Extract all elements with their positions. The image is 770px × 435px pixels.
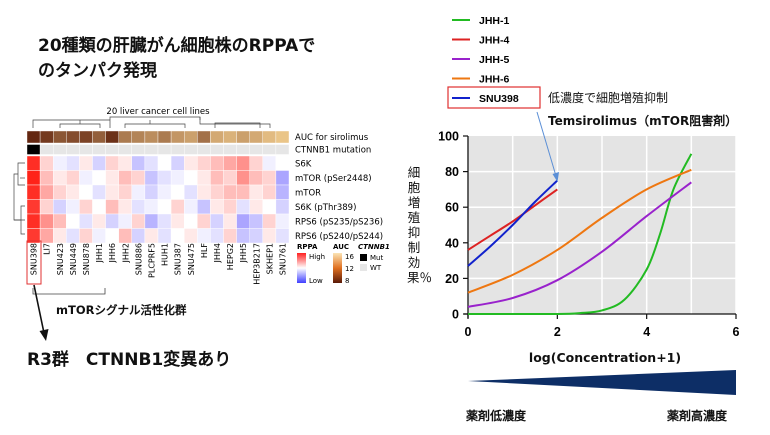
heatmap-legend: RPPA High Low AUC 16 12 8 CTNNB1 Mut WT <box>297 243 390 285</box>
auc-legend-title: AUC <box>333 243 349 251</box>
heatmap-row-label: CTNNB1 mutation <box>295 146 371 156</box>
y-tick-label: 20 <box>445 272 459 286</box>
cell-line-label: SNU761 <box>278 243 287 275</box>
series-line-jhh-4 <box>467 188 558 251</box>
auc-cell <box>275 130 290 144</box>
heatmap-row-label: RPS6 (pS240/pS244) <box>295 232 383 242</box>
legend-label: JHH-1 <box>479 15 510 27</box>
cell-line-label: JHH4 <box>213 243 222 263</box>
cell-line-label: SNU449 <box>69 243 78 275</box>
legend-label: SNU398 <box>479 93 519 105</box>
cell-line-label: PLCPRF5 <box>147 243 156 278</box>
low-dose-label: 薬剤低濃度 <box>466 409 527 423</box>
rppa-color-bar <box>297 253 306 283</box>
snu398-legend-highlight <box>447 86 541 109</box>
y-tick-label: 60 <box>445 201 459 215</box>
mtor-group-label: mTORシグナル活性化群 <box>56 303 187 317</box>
rppa-low-label: Low <box>309 277 323 285</box>
cell-line-label: SNU886 <box>134 243 143 275</box>
cell-line-label: JHH6 <box>108 243 117 263</box>
cell-line-label: SNU878 <box>82 243 91 275</box>
r3-arrow-head <box>39 329 49 341</box>
x-axis-label: log(Concentration+1) <box>528 350 682 365</box>
y-tick-label: 0 <box>452 308 459 322</box>
cell-line-label: HUH1 <box>161 243 170 266</box>
cell-line-label: SNU398 <box>30 243 39 275</box>
dendrogram-branch <box>124 123 186 128</box>
rppa-legend-title: RPPA <box>297 243 318 251</box>
legend-label: JHH-4 <box>479 35 510 47</box>
legend-label: JHH-5 <box>479 54 510 66</box>
cell-line-label: JHH2 <box>121 243 130 263</box>
heatmap-row-label: mTOR <box>295 189 321 199</box>
dendrogram-branch <box>199 117 271 128</box>
rppa-high-label: High <box>309 253 325 261</box>
row-dendrogram <box>13 162 25 235</box>
mut-swatch <box>360 254 367 261</box>
heatmap-top-label: 20 liver cancer cell lines <box>106 107 210 117</box>
auc-tick-label: 8 <box>345 277 349 285</box>
auc-tick-label: 16 <box>345 253 354 261</box>
wt-label: WT <box>370 264 382 272</box>
cell-line-label: SNU387 <box>174 243 183 275</box>
cell-line-label: SNU423 <box>56 243 65 275</box>
heatmap-cell <box>275 228 290 244</box>
y-tick-label: 80 <box>445 165 459 179</box>
cell-line-label: HLF <box>200 243 209 258</box>
cell-line-label: SNU475 <box>187 243 196 275</box>
cell-line-label: JHH5 <box>239 243 248 263</box>
y-tick-label: 100 <box>438 130 459 144</box>
heatmap-row-label: AUC for sirolimus <box>295 133 369 143</box>
high-dose-label: 薬剤高濃度 <box>667 409 728 423</box>
column-dendrogram <box>32 116 271 128</box>
series-line-jhh-5 <box>467 181 692 308</box>
series-line-jhh-6 <box>467 168 692 294</box>
annotation-arrow-line <box>536 111 557 177</box>
r3-group-label: R3群 CTNNB1変異あり <box>27 350 232 370</box>
y-axis-label: 細胞増殖抑制効果％ <box>407 165 433 285</box>
heatmap-row-label: S6K (pThr389) <box>295 203 356 213</box>
r3-arrow-line <box>33 284 45 334</box>
series-line-jhh-1 <box>468 153 693 316</box>
heatmap-row-label: S6K <box>295 160 312 170</box>
x-tick-label: 6 <box>733 325 740 339</box>
annotation-arrow-head <box>552 172 559 182</box>
ctnnb1-legend-title: CTNNB1 <box>358 243 390 251</box>
cell-line-label: HEP3B217 <box>252 243 261 285</box>
mutation-cell <box>275 144 290 155</box>
snu398-highlight-box <box>26 240 42 285</box>
page-title: 20種類の肝臓がん細胞株のRPPAで のタンパク発現 <box>38 36 316 81</box>
mut-label: Mut <box>370 254 383 262</box>
cell-line-label: SKHEP1 <box>265 243 274 274</box>
chart-title: Temsirolimus（mTOR阻害剤） <box>548 114 738 128</box>
heatmap-row-label: mTOR (pSer2448) <box>295 174 372 184</box>
dendrogram-branch <box>214 122 261 128</box>
cell-line-label: JHH1 <box>95 243 104 263</box>
auc-tick-label: 12 <box>345 265 354 273</box>
x-tick-label: 2 <box>554 325 561 339</box>
auc-color-bar <box>333 253 342 283</box>
concentration-wedge <box>468 370 736 395</box>
x-tick-label: 0 <box>465 325 472 339</box>
low-concentration-note: 低濃度で細胞増殖抑制 <box>548 91 669 105</box>
heatmap-cells <box>26 130 290 244</box>
y-tick-label: 40 <box>445 236 459 250</box>
series-line-snu398 <box>467 179 559 267</box>
x-tick-label: 4 <box>643 325 650 339</box>
mtor-group-bracket <box>32 288 106 295</box>
legend-label: JHH-6 <box>479 74 510 86</box>
cell-line-label: LI7 <box>43 243 52 255</box>
wt-swatch <box>360 264 367 271</box>
heatmap-row-label: RPS6 (pS235/pS236) <box>295 218 383 228</box>
cell-line-label: HEPG2 <box>226 243 235 270</box>
dendrogram-branch <box>32 119 111 128</box>
